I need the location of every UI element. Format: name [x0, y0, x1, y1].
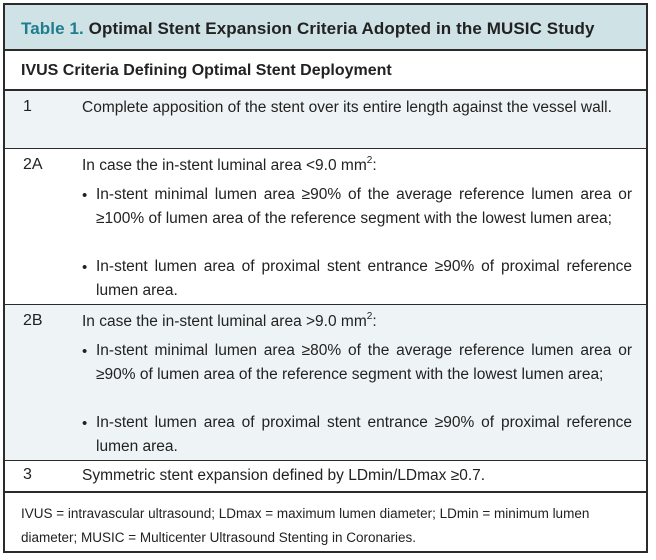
- table-row-1: 1 Complete apposition of the stent over …: [5, 91, 646, 149]
- superscript: 2: [366, 310, 373, 322]
- table-number-label: Table 1.: [21, 19, 84, 38]
- condition-text: In case the in-stent luminal area <9.0 m…: [82, 157, 367, 174]
- condition-suffix: :: [372, 313, 377, 330]
- bullet-icon: •: [82, 343, 88, 360]
- row-number: 3: [23, 466, 32, 483]
- condition-suffix: :: [372, 157, 377, 174]
- condition-text: In case the in-stent luminal area >9.0 m…: [82, 313, 367, 330]
- row-text: Symmetric stent expansion defined by LDm…: [82, 467, 486, 484]
- bullet-item: In-stent minimal lumen area ≥80% of the …: [96, 342, 632, 383]
- table-row-3: 3 Symmetric stent expansion defined by L…: [5, 461, 646, 491]
- row-number: 2A: [23, 156, 43, 173]
- row-number: 1: [23, 98, 32, 115]
- row-text: Complete apposition of the stent over it…: [82, 99, 612, 116]
- table-row-2b: 2B In case the in-stent luminal area >9.…: [5, 305, 646, 461]
- table-title: Table 1. Optimal Stent Expansion Criteri…: [5, 5, 646, 51]
- column-header: IVUS Criteria Defining Optimal Stent Dep…: [5, 51, 646, 91]
- bullet-icon: •: [82, 415, 88, 432]
- bullet-item: In-stent lumen area of proximal stent en…: [96, 414, 632, 455]
- table-footnote: IVUS = intravascular ultrasound; LDmax =…: [5, 491, 646, 551]
- row-condition: In case the in-stent luminal area >9.0 m…: [82, 310, 634, 334]
- bullet-icon: •: [82, 259, 88, 276]
- bullet-item: In-stent lumen area of proximal stent en…: [96, 258, 632, 299]
- row-number: 2B: [23, 312, 43, 329]
- table-row-2a: 2A In case the in-stent luminal area <9.…: [5, 149, 646, 305]
- table-frame: Table 1. Optimal Stent Expansion Criteri…: [3, 3, 648, 553]
- superscript: 2: [366, 154, 373, 166]
- bullet-item: In-stent minimal lumen area ≥90% of the …: [96, 186, 632, 227]
- bullet-icon: •: [82, 187, 88, 204]
- table-title-text: Optimal Stent Expansion Criteria Adopted…: [83, 19, 595, 38]
- row-condition: In case the in-stent luminal area <9.0 m…: [82, 154, 634, 178]
